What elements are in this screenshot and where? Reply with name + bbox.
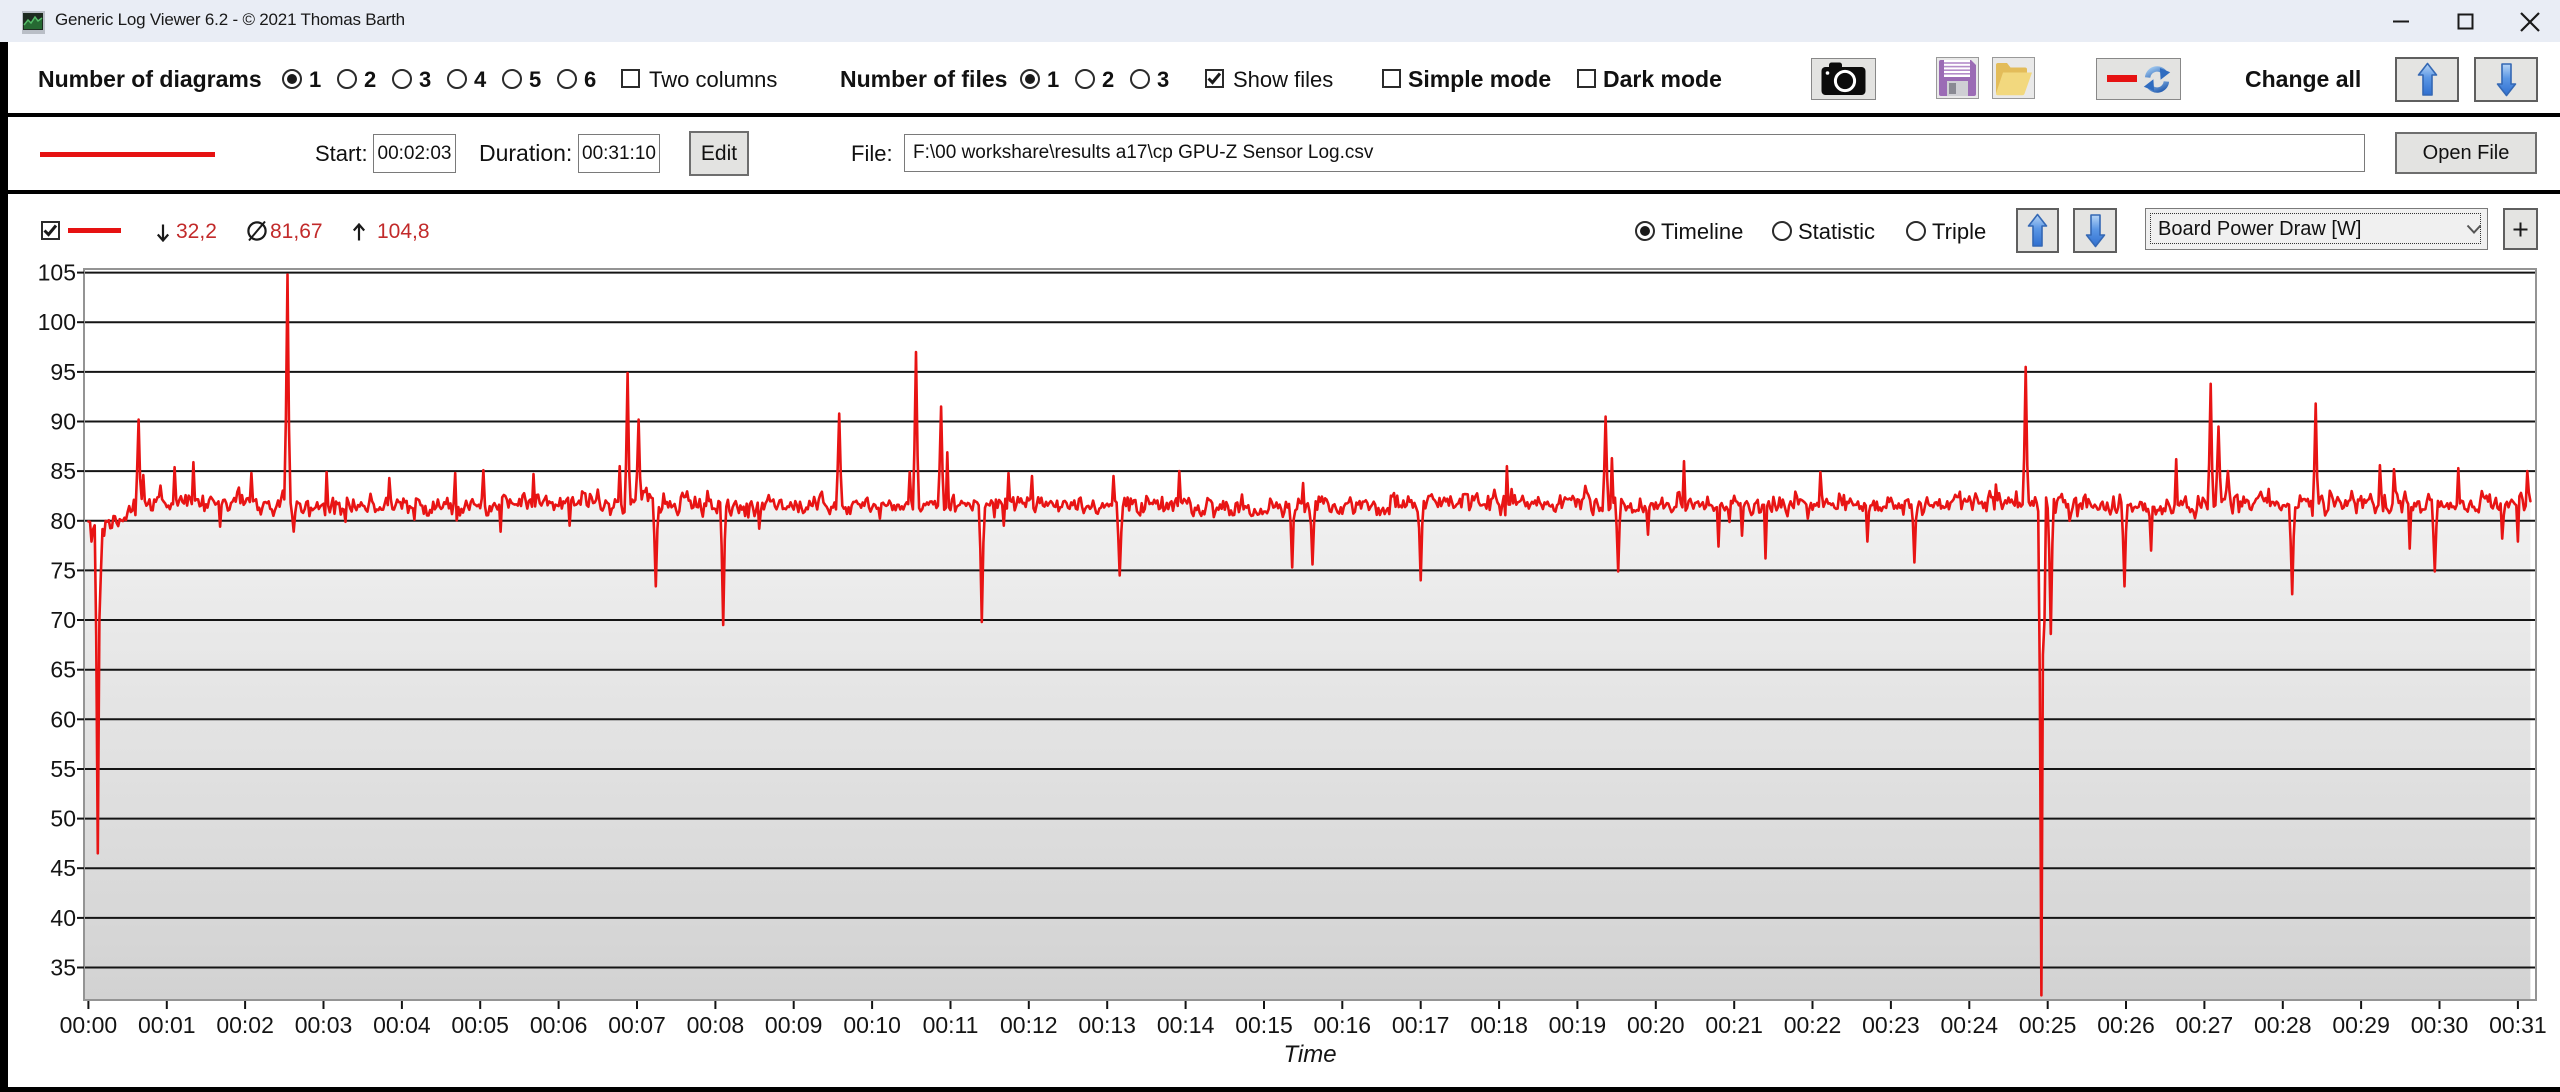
svg-text:65: 65 bbox=[50, 657, 76, 683]
svg-text:00:28: 00:28 bbox=[2254, 1012, 2312, 1038]
svg-text:00:22: 00:22 bbox=[1784, 1012, 1842, 1038]
svg-text:00:30: 00:30 bbox=[2411, 1012, 2469, 1038]
svg-text:50: 50 bbox=[50, 806, 76, 832]
svg-text:00:06: 00:06 bbox=[530, 1012, 588, 1038]
svg-text:00:09: 00:09 bbox=[765, 1012, 823, 1038]
svg-text:00:07: 00:07 bbox=[608, 1012, 666, 1038]
svg-text:00:00: 00:00 bbox=[60, 1012, 118, 1038]
svg-text:00:08: 00:08 bbox=[687, 1012, 745, 1038]
svg-text:00:19: 00:19 bbox=[1549, 1012, 1607, 1038]
svg-text:00:12: 00:12 bbox=[1000, 1012, 1058, 1038]
svg-text:40: 40 bbox=[50, 905, 76, 931]
svg-text:80: 80 bbox=[50, 508, 76, 534]
svg-text:00:04: 00:04 bbox=[373, 1012, 431, 1038]
svg-text:00:02: 00:02 bbox=[216, 1012, 274, 1038]
svg-text:75: 75 bbox=[50, 557, 76, 583]
svg-text:00:15: 00:15 bbox=[1235, 1012, 1293, 1038]
svg-text:00:20: 00:20 bbox=[1627, 1012, 1685, 1038]
svg-text:00:03: 00:03 bbox=[295, 1012, 353, 1038]
svg-text:00:18: 00:18 bbox=[1470, 1012, 1528, 1038]
svg-text:95: 95 bbox=[50, 359, 76, 385]
svg-text:00:16: 00:16 bbox=[1314, 1012, 1372, 1038]
svg-text:00:24: 00:24 bbox=[1941, 1012, 1999, 1038]
svg-text:00:05: 00:05 bbox=[451, 1012, 509, 1038]
svg-text:Time: Time bbox=[1283, 1041, 1336, 1068]
svg-text:00:21: 00:21 bbox=[1705, 1012, 1763, 1038]
svg-text:00:17: 00:17 bbox=[1392, 1012, 1450, 1038]
svg-text:105: 105 bbox=[38, 260, 76, 286]
svg-text:70: 70 bbox=[50, 607, 76, 633]
svg-text:00:29: 00:29 bbox=[2332, 1012, 2390, 1038]
svg-text:85: 85 bbox=[50, 458, 76, 484]
svg-text:35: 35 bbox=[50, 955, 76, 981]
svg-text:90: 90 bbox=[50, 409, 76, 435]
svg-text:00:27: 00:27 bbox=[2176, 1012, 2234, 1038]
svg-text:00:31: 00:31 bbox=[2489, 1012, 2547, 1038]
svg-text:00:14: 00:14 bbox=[1157, 1012, 1215, 1038]
svg-text:00:10: 00:10 bbox=[843, 1012, 901, 1038]
svg-text:00:01: 00:01 bbox=[138, 1012, 196, 1038]
svg-text:45: 45 bbox=[50, 855, 76, 881]
svg-text:00:25: 00:25 bbox=[2019, 1012, 2077, 1038]
svg-text:00:11: 00:11 bbox=[923, 1012, 979, 1038]
svg-text:00:26: 00:26 bbox=[2097, 1012, 2155, 1038]
svg-text:55: 55 bbox=[50, 756, 76, 782]
svg-text:100: 100 bbox=[38, 309, 76, 335]
svg-text:00:23: 00:23 bbox=[1862, 1012, 1920, 1038]
svg-text:60: 60 bbox=[50, 706, 76, 732]
svg-text:00:13: 00:13 bbox=[1078, 1012, 1136, 1038]
